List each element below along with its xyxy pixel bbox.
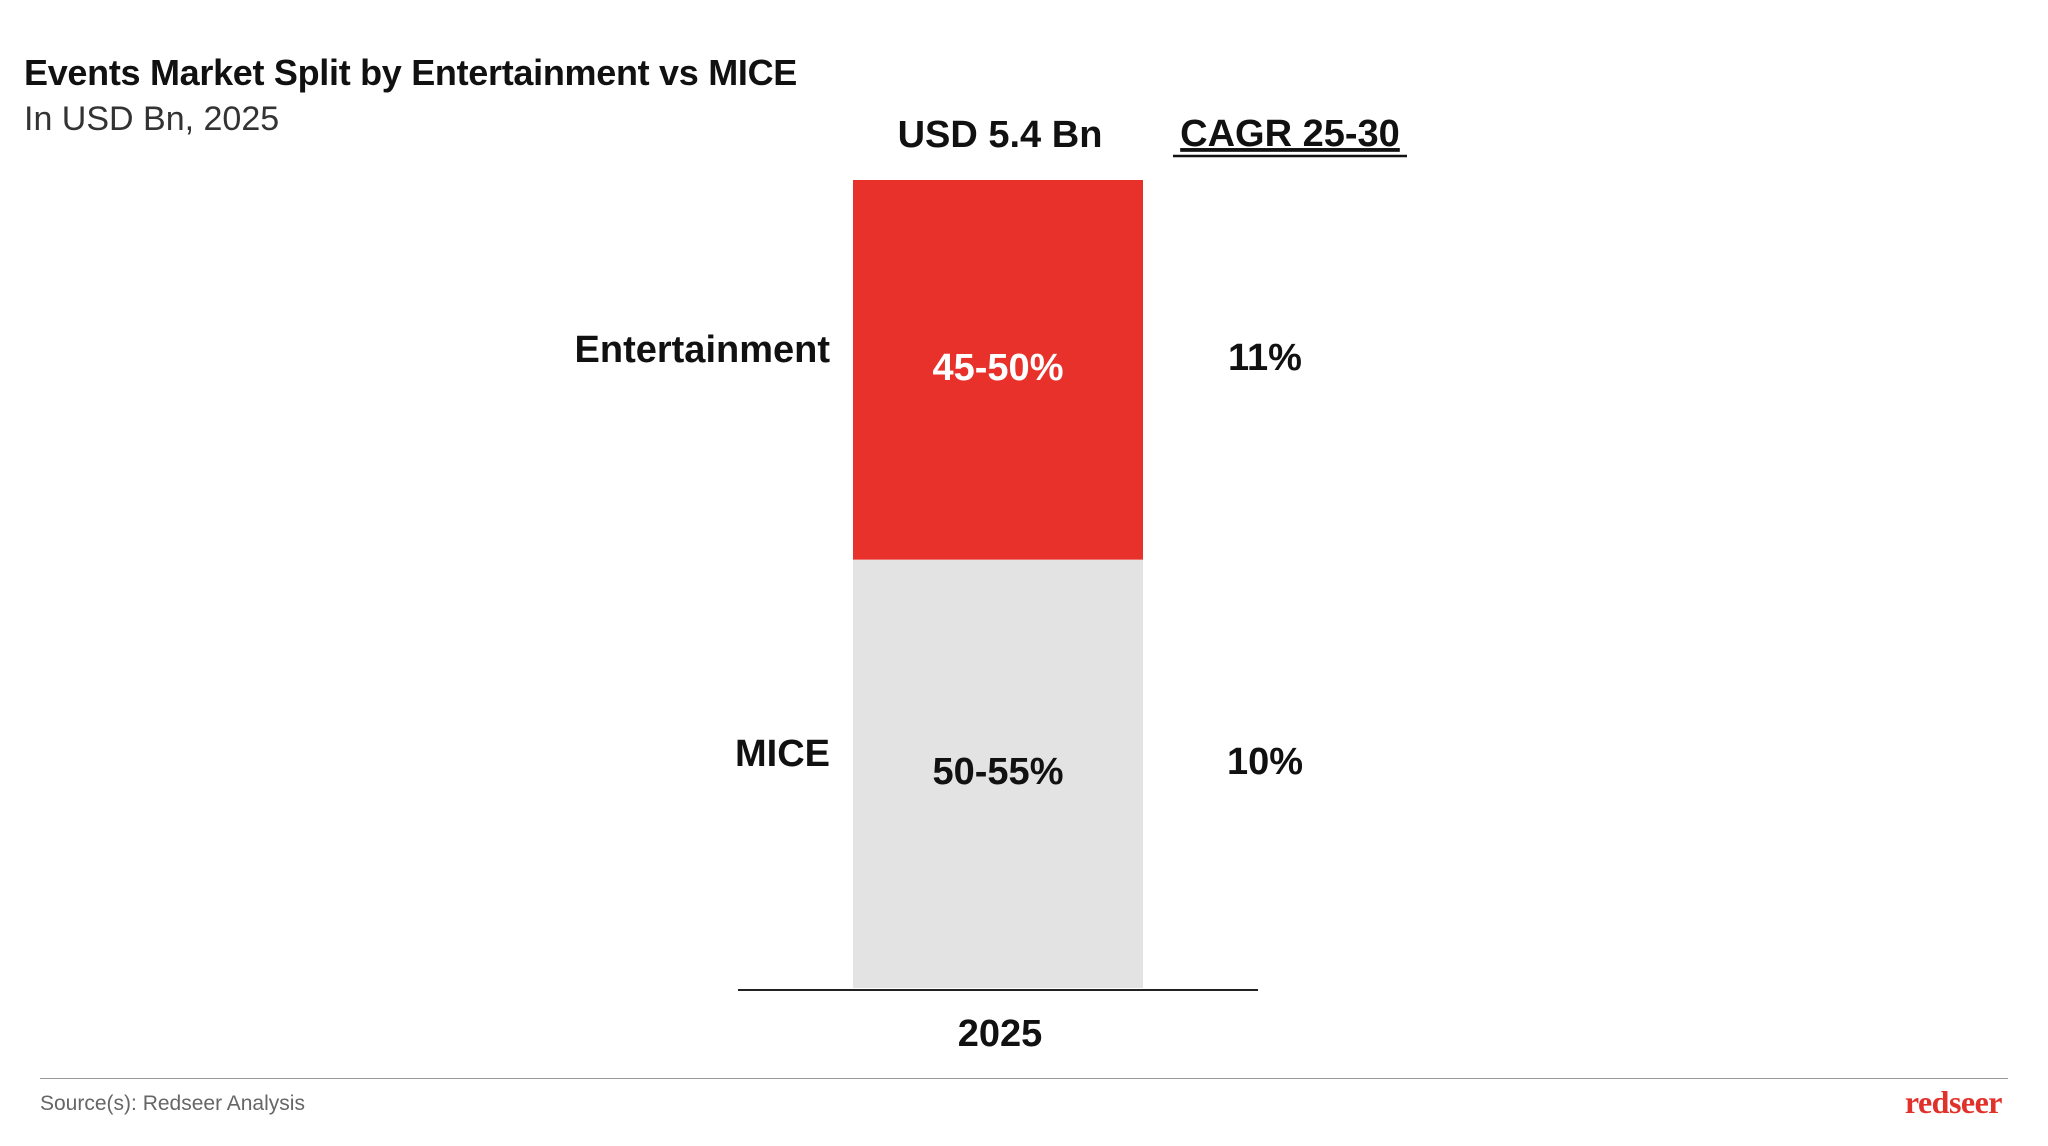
total-label: USD 5.4 Bn — [898, 114, 1103, 156]
segment-share-label-entertainment: 45-50% — [933, 347, 1064, 389]
bar-segment-mice — [853, 559, 1143, 988]
brand-logo: redseer — [1904, 1084, 2003, 1120]
chart-subtitle: In USD Bn, 2025 — [24, 100, 280, 138]
chart-title: Events Market Split by Entertainment vs … — [24, 52, 797, 93]
segment-share-label-mice: 50-55% — [933, 751, 1064, 793]
x-tick-label: 2025 — [958, 1013, 1043, 1055]
cagr-value-entertainment: 11% — [1228, 337, 1302, 379]
series-label-mice: MICE — [735, 733, 830, 775]
bar-segment-entertainment — [853, 180, 1143, 560]
source-note: Source(s): Redseer Analysis — [40, 1092, 305, 1115]
cagr-value-mice: 10% — [1227, 741, 1303, 783]
cagr-header: CAGR 25-30 — [1180, 113, 1400, 155]
footer-divider — [40, 1078, 2008, 1079]
series-label-entertainment: Entertainment — [575, 329, 831, 371]
